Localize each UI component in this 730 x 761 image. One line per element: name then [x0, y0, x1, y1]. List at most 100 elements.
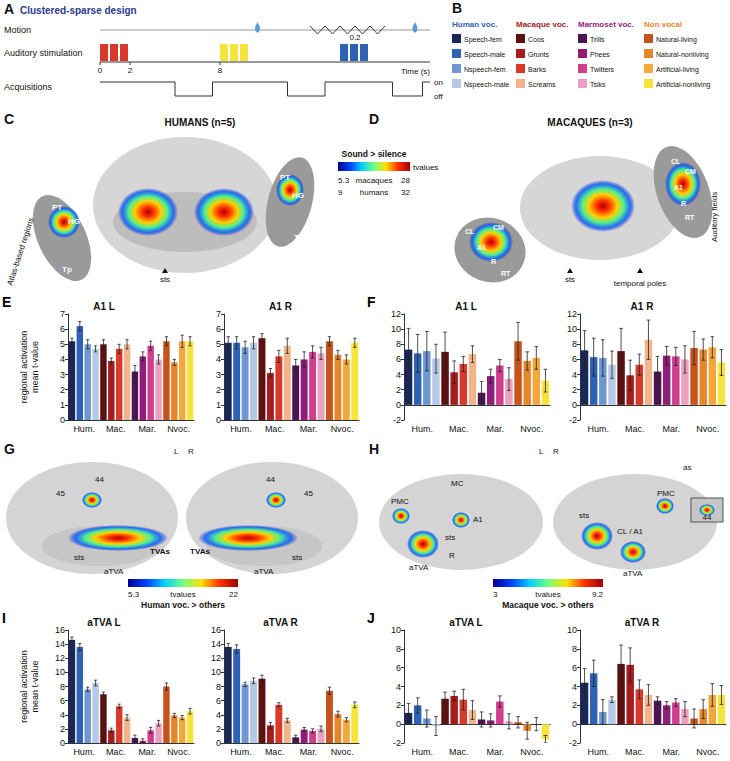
svg-text:5.3: 5.3 [338, 176, 350, 185]
svg-text:7: 7 [60, 309, 65, 319]
svg-text:sts: sts [565, 275, 575, 284]
svg-text:Mar.: Mar. [486, 424, 504, 434]
svg-text:4: 4 [216, 710, 221, 720]
svg-text:Natural-living: Natural-living [656, 36, 697, 44]
svg-text:Trills: Trills [590, 36, 605, 43]
svg-text:Grunts: Grunts [528, 51, 550, 58]
svg-text:Human voc. > others: Human voc. > others [141, 600, 225, 610]
svg-text:4: 4 [60, 710, 65, 720]
svg-text:Mac.: Mac. [449, 747, 469, 757]
svg-text:Auditory stimulation: Auditory stimulation [4, 48, 83, 58]
svg-text:-2: -2 [569, 415, 577, 425]
svg-text:Marmoset voc.: Marmoset voc. [578, 20, 634, 29]
svg-text:Mar.: Mar. [662, 424, 680, 434]
svg-text:2: 2 [60, 385, 65, 395]
svg-text:3: 3 [493, 590, 498, 599]
svg-text:0: 0 [60, 738, 65, 748]
svg-text:macaques: macaques [356, 176, 393, 185]
svg-text:Nvoc.: Nvoc. [520, 424, 543, 434]
svg-text:A1 R: A1 R [269, 301, 293, 312]
svg-text:as: as [683, 463, 691, 472]
svg-text:Hum.: Hum. [587, 747, 609, 757]
svg-text:12: 12 [55, 653, 65, 663]
svg-text:32: 32 [401, 188, 410, 197]
svg-text:9: 9 [338, 188, 343, 197]
svg-text:12: 12 [391, 309, 401, 319]
svg-text:Nvoc.: Nvoc. [331, 424, 354, 434]
svg-text:44: 44 [266, 475, 275, 484]
svg-text:tvalues: tvalues [535, 590, 560, 599]
svg-text:8: 8 [396, 644, 401, 654]
svg-text:aTVA: aTVA [409, 563, 429, 572]
svg-text:1: 1 [216, 400, 221, 410]
svg-text:tvalues: tvalues [170, 590, 195, 599]
svg-text:3: 3 [60, 370, 65, 380]
svg-text:Tp: Tp [294, 233, 304, 242]
svg-text:16: 16 [55, 625, 65, 635]
svg-text:6: 6 [396, 354, 401, 364]
svg-text:MACAQUES (n=3): MACAQUES (n=3) [547, 117, 632, 128]
svg-text:4: 4 [572, 682, 577, 692]
svg-text:G: G [4, 441, 15, 457]
svg-text:sts: sts [292, 553, 302, 562]
svg-text:Auditory fields: Auditory fields [710, 192, 719, 242]
svg-text:Macaque voc. > others: Macaque voc. > others [502, 600, 594, 610]
svg-text:Hum.: Hum. [73, 747, 95, 757]
svg-text:tvalues: tvalues [413, 163, 438, 172]
svg-text:10: 10 [55, 667, 65, 677]
svg-text:PMC: PMC [657, 489, 675, 498]
svg-text:6: 6 [572, 663, 577, 673]
svg-text:45: 45 [304, 489, 313, 498]
svg-text:6: 6 [572, 354, 577, 364]
svg-text:2: 2 [396, 700, 401, 710]
svg-text:CL / A1: CL / A1 [617, 527, 643, 536]
svg-text:Nvoc.: Nvoc. [696, 747, 719, 757]
svg-text:sts: sts [160, 275, 170, 284]
svg-text:4: 4 [396, 682, 401, 692]
svg-text:A1 R: A1 R [631, 301, 655, 312]
svg-text:6: 6 [216, 696, 221, 706]
svg-text:0: 0 [572, 400, 577, 410]
svg-text:14: 14 [211, 639, 221, 649]
svg-text:aTVA: aTVA [623, 569, 643, 578]
svg-text:CM: CM [493, 224, 504, 231]
svg-text:HG: HG [68, 217, 80, 226]
svg-text:R: R [491, 258, 496, 265]
svg-text:8: 8 [572, 644, 577, 654]
svg-text:aTVA L: aTVA L [87, 617, 120, 628]
svg-text:Macaque voc.: Macaque voc. [516, 20, 568, 29]
svg-text:Hum.: Hum. [587, 424, 609, 434]
svg-text:humans: humans [360, 188, 388, 197]
svg-text:CM: CM [685, 168, 696, 175]
svg-text:0.2: 0.2 [349, 33, 361, 42]
svg-text:R: R [188, 447, 194, 456]
svg-text:CL: CL [671, 158, 681, 165]
svg-text:Mac.: Mac. [449, 424, 469, 434]
svg-text:16: 16 [211, 625, 221, 635]
svg-text:regional activation: regional activation [19, 331, 29, 404]
svg-text:10: 10 [211, 667, 221, 677]
svg-text:Hum.: Hum. [411, 424, 433, 434]
svg-text:Human voc.: Human voc. [452, 20, 497, 29]
svg-text:temporal poles: temporal poles [614, 279, 666, 288]
svg-text:5: 5 [60, 339, 65, 349]
svg-text:Sound > silence: Sound > silence [342, 149, 407, 159]
svg-text:Nvoc.: Nvoc. [520, 747, 543, 757]
svg-text:Screams: Screams [528, 81, 556, 88]
svg-text:Mac.: Mac. [106, 424, 126, 434]
svg-text:Speech-male: Speech-male [464, 51, 505, 59]
svg-text:10: 10 [567, 324, 577, 334]
svg-text:Mac.: Mac. [106, 747, 126, 757]
svg-text:10: 10 [391, 324, 401, 334]
svg-text:0: 0 [216, 738, 221, 748]
svg-text:sts: sts [579, 511, 589, 520]
svg-text:Acquisitions: Acquisitions [4, 82, 53, 92]
svg-text:10: 10 [391, 625, 401, 635]
svg-text:2: 2 [128, 66, 133, 75]
svg-text:-2: -2 [393, 415, 401, 425]
svg-text:CL: CL [465, 228, 475, 235]
svg-text:Atlas-based regions: Atlas-based regions [5, 217, 35, 287]
svg-text:A1: A1 [674, 184, 683, 191]
svg-text:14: 14 [55, 639, 65, 649]
svg-text:Mar.: Mar. [662, 747, 680, 757]
